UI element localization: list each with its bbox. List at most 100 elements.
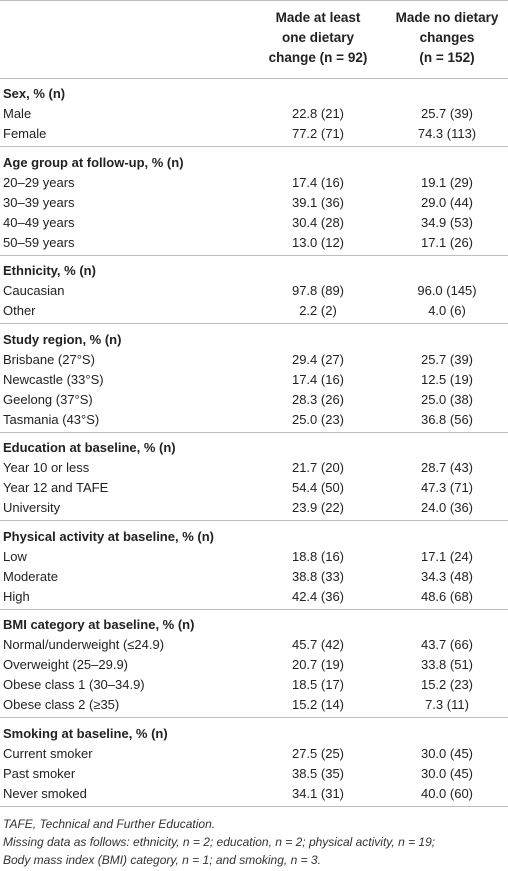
cell-no-dietary-change: 40.0 (60) <box>420 786 474 801</box>
cell-dietary-change: 18.5 (17) <box>291 677 345 692</box>
row-label: Obese class 1 (30–34.9) <box>3 677 145 692</box>
column-header-no-dietary-change: Made no dietary changes (n = 152) <box>395 10 499 65</box>
table-row: Other 2.2 (2) 4.0 (6) <box>0 301 508 321</box>
footnote: Body mass index (BMI) category, n = 1; a… <box>3 853 321 867</box>
table-row: 20–29 years 17.4 (16) 19.1 (29) <box>0 173 508 193</box>
row-label: Never smoked <box>3 786 87 801</box>
cell-dietary-change: 39.1 (36) <box>291 195 345 210</box>
cell-dietary-change: 23.9 (22) <box>291 500 345 515</box>
table-row: Brisbane (27°S) 29.4 (27) 25.7 (39) <box>0 350 508 370</box>
section-label: Physical activity at baseline, % (n) <box>3 529 214 544</box>
table-row: Overweight (25–29.9) 20.7 (19) 33.8 (51) <box>0 655 508 675</box>
cell-no-dietary-change: 47.3 (71) <box>420 480 474 495</box>
table-row: Obese class 1 (30–34.9) 18.5 (17) 15.2 (23… <box>0 675 508 695</box>
section-divider <box>0 520 508 521</box>
section-divider <box>0 323 508 324</box>
section-label: Smoking at baseline, % (n) <box>3 726 168 741</box>
section-heading-row: BMI category at baseline, % (n) <box>0 615 508 635</box>
cell-dietary-change: 21.7 (20) <box>291 460 345 475</box>
cell-dietary-change: 15.2 (14) <box>291 697 345 712</box>
section-label: Age group at follow-up, % (n) <box>3 155 184 170</box>
row-label: Brisbane (27°S) <box>3 352 95 367</box>
bottom-rule <box>0 806 508 807</box>
cell-dietary-change: 27.5 (25) <box>291 746 345 761</box>
table-row: Male 22.8 (21) 25.7 (39) <box>0 104 508 124</box>
table-row: 40–49 years 30.4 (28) 34.9 (53) <box>0 213 508 233</box>
row-label: Newcastle (33°S) <box>3 372 104 387</box>
cell-dietary-change: 42.4 (36) <box>291 589 345 604</box>
cell-dietary-change: 97.8 (89) <box>291 283 345 298</box>
row-label: Normal/underweight (≤24.9) <box>3 637 165 652</box>
cell-no-dietary-change: 25.7 (39) <box>420 106 474 121</box>
row-label: Low <box>3 549 27 564</box>
cell-dietary-change: 25.0 (23) <box>291 412 345 427</box>
cell-dietary-change: 30.4 (28) <box>291 215 345 230</box>
table-row: Female 77.2 (71) 74.3 (113) <box>0 124 508 144</box>
cell-no-dietary-change: 43.7 (66) <box>420 637 474 652</box>
row-label: Obese class 2 (≥35) <box>3 697 120 712</box>
cell-dietary-change: 45.7 (42) <box>291 637 345 652</box>
table-row: University 23.9 (22) 24.0 (36) <box>0 498 508 518</box>
row-label: 30–39 years <box>3 195 75 210</box>
section-label: BMI category at baseline, % (n) <box>3 617 195 632</box>
table-row: Obese class 2 (≥35) 15.2 (14) 7.3 (11) <box>0 695 508 715</box>
section-label: Education at baseline, % (n) <box>3 440 176 455</box>
section-label: Ethnicity, % (n) <box>3 263 96 278</box>
row-label: Year 12 and TAFE <box>3 480 109 495</box>
section-heading-row: Education at baseline, % (n) <box>0 438 508 458</box>
row-label: 50–59 years <box>3 235 75 250</box>
table-row: Year 12 and TAFE 54.4 (50) 47.3 (71) <box>0 478 508 498</box>
cell-no-dietary-change: 19.1 (29) <box>420 175 474 190</box>
section-divider <box>0 255 508 256</box>
table-footnotes: TAFE, Technical and Further Education. M… <box>3 815 508 869</box>
row-label: Year 10 or less <box>3 460 90 475</box>
footnote: TAFE, Technical and Further Education. <box>3 817 216 831</box>
cell-no-dietary-change: 17.1 (24) <box>420 549 474 564</box>
cell-no-dietary-change: 30.0 (45) <box>420 766 474 781</box>
cell-no-dietary-change: 4.0 (6) <box>428 303 466 318</box>
row-label: High <box>3 589 30 604</box>
row-label: Caucasian <box>3 283 65 298</box>
cell-no-dietary-change: 30.0 (45) <box>420 746 474 761</box>
cell-dietary-change: 54.4 (50) <box>291 480 345 495</box>
section-heading-row: Smoking at baseline, % (n) <box>0 724 508 744</box>
table-row: Current smoker 27.5 (25) 30.0 (45) <box>0 744 508 764</box>
cell-no-dietary-change: 34.3 (48) <box>420 569 474 584</box>
row-label: 20–29 years <box>3 175 75 190</box>
table-row: Geelong (37°S) 28.3 (26) 25.0 (38) <box>0 390 508 410</box>
row-label: Current smoker <box>3 746 93 761</box>
cell-no-dietary-change: 24.0 (36) <box>420 500 474 515</box>
section-divider <box>0 717 508 718</box>
table-row: Caucasian 97.8 (89) 96.0 (145) <box>0 281 508 301</box>
table-row: 50–59 years 13.0 (12) 17.1 (26) <box>0 233 508 253</box>
row-label: Geelong (37°S) <box>3 392 93 407</box>
cell-no-dietary-change: 17.1 (26) <box>420 235 474 250</box>
table-row: Low 18.8 (16) 17.1 (24) <box>0 547 508 567</box>
section-heading-row: Sex, % (n) <box>0 84 508 104</box>
cell-no-dietary-change: 48.6 (68) <box>420 589 474 604</box>
row-label: Tasmania (43°S) <box>3 412 100 427</box>
row-label: University <box>3 500 61 515</box>
section-heading-row: Study region, % (n) <box>0 330 508 350</box>
cell-no-dietary-change: 28.7 (43) <box>420 460 474 475</box>
table-row: Newcastle (33°S) 17.4 (16) 12.5 (19) <box>0 370 508 390</box>
section-divider <box>0 146 508 147</box>
section-label: Study region, % (n) <box>3 332 122 347</box>
cell-dietary-change: 17.4 (16) <box>291 175 345 190</box>
row-label: Moderate <box>3 569 58 584</box>
row-label: Female <box>3 126 47 141</box>
cell-no-dietary-change: 34.9 (53) <box>420 215 474 230</box>
section-heading-row: Age group at follow-up, % (n) <box>0 153 508 173</box>
cell-no-dietary-change: 74.3 (113) <box>417 126 477 141</box>
row-label: Male <box>3 106 32 121</box>
top-rule <box>0 0 508 1</box>
row-label: Other <box>3 303 36 318</box>
header-rule <box>0 78 508 79</box>
cell-dietary-change: 22.8 (21) <box>291 106 345 121</box>
table-row: Moderate 38.8 (33) 34.3 (48) <box>0 567 508 587</box>
cell-dietary-change: 17.4 (16) <box>291 372 345 387</box>
cell-no-dietary-change: 25.0 (38) <box>420 392 474 407</box>
cell-dietary-change: 34.1 (31) <box>291 786 345 801</box>
column-header-dietary-change: Made at least one dietary change (n = 92… <box>268 10 368 65</box>
